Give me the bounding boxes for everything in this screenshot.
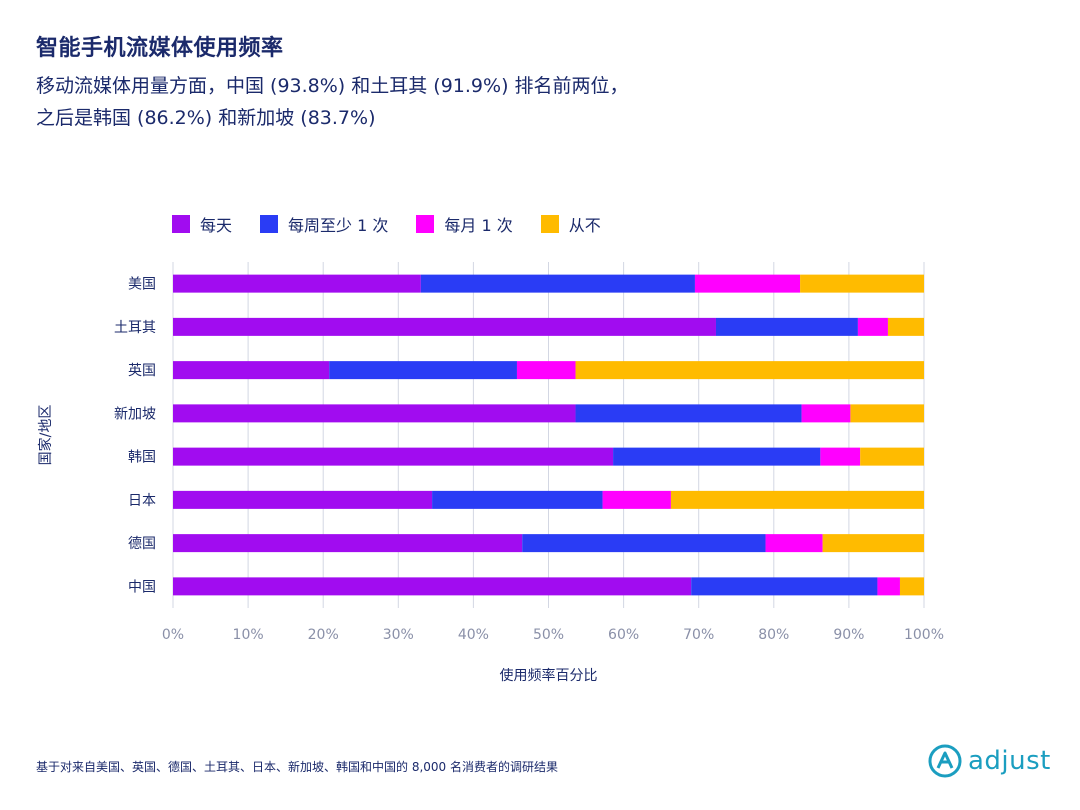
y-category-label: 中国: [128, 579, 156, 595]
bar-segment: [691, 577, 878, 596]
legend-swatch-never: [540, 215, 559, 233]
legend-item-daily: 每天: [172, 212, 232, 236]
legend-swatch-monthly: [416, 215, 435, 233]
bar-segment: [800, 274, 924, 293]
x-axis-title: 使用频率百分比: [500, 667, 598, 684]
bar-segment: [522, 534, 766, 553]
y-category-label: 日本: [128, 493, 156, 509]
x-tick-label: 90%: [833, 627, 864, 643]
bar-segment: [173, 361, 330, 380]
bar-segment: [173, 534, 523, 553]
y-category-label: 德国: [128, 536, 156, 552]
subtitle-line-1: 移动流媒体用量方面，中国 (93.8%) 和土耳其 (91.9%) 排名前两位，: [36, 75, 629, 97]
brand-wordmark: adjust: [968, 746, 1051, 776]
y-axis-title: 国家/地区: [37, 405, 54, 466]
adjust-logo-icon: [928, 744, 962, 778]
bar-segment: [575, 361, 924, 380]
bar-segment: [877, 577, 900, 596]
x-tick-label: 50%: [533, 627, 564, 643]
legend-item-monthly: 每月 1 次: [416, 212, 513, 236]
chart-legend: 每天 每周至少 1 次 每月 1 次 从不: [172, 212, 629, 236]
y-category-label: 新加坡: [114, 406, 156, 422]
bar-segment: [173, 274, 421, 293]
legend-label-daily: 每天: [200, 216, 233, 235]
y-category-label: 英国: [128, 362, 156, 379]
bar-segment: [575, 404, 802, 423]
legend-item-never: 从不: [540, 212, 601, 236]
bar-segment: [899, 577, 924, 596]
bar-segment: [857, 317, 888, 336]
x-tick-label: 0%: [162, 627, 184, 643]
x-tick-label: 70%: [683, 627, 714, 643]
bar-segment: [432, 490, 603, 509]
bar-segment: [822, 534, 924, 553]
subtitle-line-2: 之后是韩国 (86.2%) 和新加坡 (83.7%): [36, 107, 376, 129]
bar-segment: [850, 404, 924, 423]
legend-label-monthly: 每月 1 次: [444, 216, 513, 235]
legend-swatch-weekly: [260, 215, 279, 233]
bar-segment: [602, 490, 671, 509]
x-tick-label: 30%: [383, 627, 414, 643]
x-tick-label: 100%: [904, 627, 944, 643]
y-category-label: 美国: [128, 277, 156, 293]
bar-segment: [613, 447, 821, 466]
bar-segment: [820, 447, 861, 466]
legend-label-never: 从不: [568, 216, 601, 235]
bar-segment: [173, 577, 692, 596]
bar-segment: [670, 490, 924, 509]
bar-segment: [765, 534, 823, 553]
x-tick-label: 60%: [608, 627, 639, 643]
legend-item-weekly: 每周至少 1 次: [260, 212, 388, 236]
bar-segment: [173, 490, 433, 509]
footnote: 基于对来自美国、英国、德国、土耳其、日本、新加坡、韩国和中国的 8,000 名消…: [36, 760, 558, 774]
bar-segment: [694, 274, 801, 293]
bar-segment: [173, 447, 614, 466]
bar-segment: [173, 317, 716, 336]
bar-segment: [329, 361, 517, 380]
bar-segment: [420, 274, 695, 293]
bar-segment: [715, 317, 858, 336]
bar-segment: [801, 404, 851, 423]
bar-segment: [173, 404, 576, 423]
bar-segment: [860, 447, 924, 466]
x-tick-label: 80%: [758, 627, 789, 643]
x-tick-label: 10%: [233, 627, 264, 643]
chart-subtitle: 移动流媒体用量方面，中国 (93.8%) 和土耳其 (91.9%) 排名前两位，…: [36, 70, 756, 134]
legend-label-weekly: 每周至少 1 次: [288, 216, 389, 235]
x-tick-label: 20%: [308, 627, 339, 643]
bar-segment: [516, 361, 576, 380]
bar-segment: [887, 317, 924, 336]
chart-title: 智能手机流媒体使用频率: [36, 36, 284, 61]
y-category-label: 韩国: [128, 450, 156, 466]
brand-logo: adjust: [928, 744, 1051, 778]
y-category-label: 土耳其: [114, 320, 156, 336]
legend-swatch-daily: [172, 215, 190, 233]
x-tick-label: 40%: [458, 627, 489, 643]
